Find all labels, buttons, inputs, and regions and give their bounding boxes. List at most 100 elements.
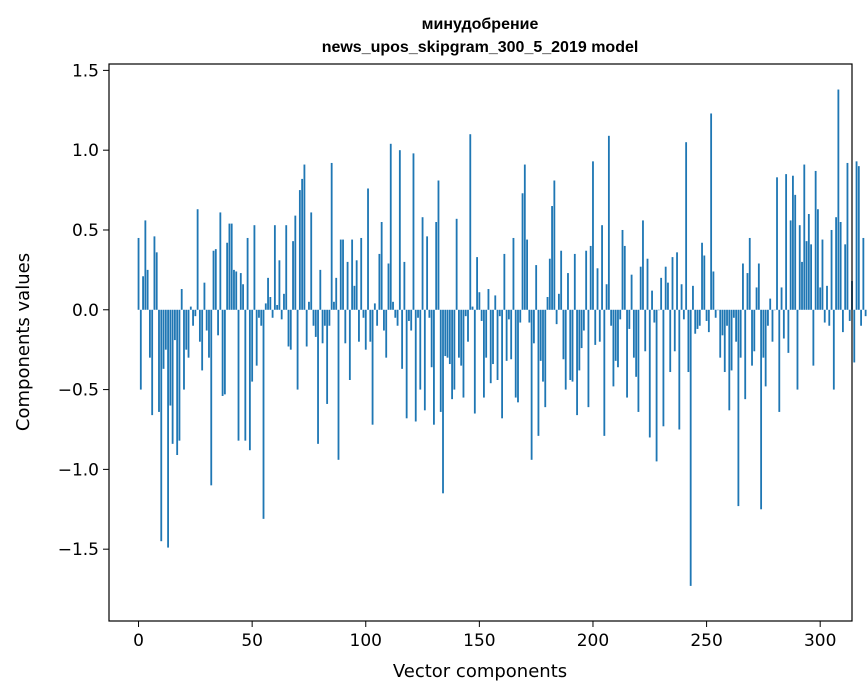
- bar-139: [453, 309, 456, 390]
- bar-260: [728, 309, 731, 411]
- bar-257: [721, 309, 724, 336]
- y-tick-label: 0.5: [72, 221, 99, 241]
- bar-104: [373, 303, 376, 310]
- bar-318: [860, 309, 862, 326]
- bar-0: [137, 237, 140, 310]
- bar-150: [478, 292, 481, 310]
- bar-320: [864, 309, 867, 317]
- bar-203: [598, 309, 601, 342]
- bar-72: [301, 178, 304, 310]
- bar-45: [239, 273, 242, 310]
- bar-7: [153, 236, 156, 310]
- bar-303: [826, 285, 828, 310]
- bar-73: [303, 164, 306, 310]
- bar-221: [639, 266, 642, 310]
- x-tick-label: 50: [241, 631, 263, 651]
- bar-109: [385, 309, 388, 358]
- y-tick-label: −0.5: [58, 381, 99, 401]
- bar-57: [267, 277, 269, 310]
- bar-310: [842, 309, 844, 333]
- bar-187: [562, 309, 565, 360]
- bar-41: [230, 223, 233, 310]
- bar-196: [582, 309, 585, 331]
- bar-38: [223, 309, 226, 395]
- bar-244: [692, 285, 694, 310]
- bars-group: [137, 89, 867, 586]
- bar-100: [364, 309, 367, 350]
- bar-259: [726, 309, 728, 326]
- bar-177: [539, 309, 542, 361]
- bar-142: [460, 309, 463, 366]
- bar-217: [630, 274, 633, 310]
- bar-22: [187, 309, 190, 358]
- bar-156: [492, 309, 494, 365]
- bar-10: [160, 309, 163, 542]
- bar-29: [203, 282, 206, 310]
- bar-98: [360, 237, 363, 310]
- bar-67: [289, 309, 292, 350]
- bar-234: [669, 309, 672, 373]
- bar-69: [294, 215, 297, 310]
- bar-272: [755, 287, 758, 310]
- bar-161: [503, 253, 506, 310]
- bar-119: [408, 309, 410, 321]
- bar-63: [280, 309, 283, 320]
- bar-80: [319, 269, 322, 310]
- bar-47: [244, 309, 247, 441]
- bar-247: [698, 309, 701, 326]
- bar-277: [767, 309, 769, 326]
- bar-238: [678, 309, 681, 430]
- bar-281: [776, 177, 778, 310]
- bar-285: [785, 174, 788, 310]
- bar-40: [228, 223, 231, 310]
- bar-248: [701, 242, 703, 310]
- bar-309: [839, 222, 842, 310]
- bar-15: [171, 309, 174, 444]
- bar-270: [751, 309, 753, 366]
- bar-173: [530, 309, 533, 460]
- bar-240: [682, 309, 685, 320]
- bar-8: [155, 252, 158, 310]
- bar-76: [310, 212, 313, 310]
- bar-115: [398, 150, 401, 310]
- bar-211: [617, 309, 619, 368]
- bar-83: [326, 309, 329, 404]
- bar-43: [235, 271, 238, 310]
- bar-90: [342, 239, 344, 310]
- bar-20: [183, 309, 185, 390]
- bar-77: [312, 309, 315, 326]
- bar-256: [719, 309, 722, 358]
- bar-152: [483, 309, 485, 398]
- bar-6: [151, 309, 154, 416]
- bar-225: [648, 309, 651, 438]
- bar-105: [376, 309, 379, 326]
- bar-114: [396, 309, 399, 326]
- bar-251: [707, 309, 710, 333]
- bar-106: [378, 253, 381, 310]
- bar-4: [146, 269, 149, 310]
- bar-35: [217, 309, 219, 336]
- bar-208: [610, 309, 613, 326]
- bar-33: [212, 250, 215, 310]
- bar-284: [782, 309, 785, 339]
- bar-65: [285, 225, 288, 310]
- bar-289: [794, 194, 797, 310]
- bar-121: [412, 153, 415, 310]
- bar-226: [651, 290, 653, 310]
- bar-171: [526, 239, 528, 310]
- bar-232: [664, 266, 667, 310]
- bar-37: [221, 309, 224, 396]
- bar-42: [233, 269, 235, 310]
- bar-18: [178, 309, 181, 441]
- bar-146: [469, 134, 472, 310]
- bar-165: [512, 237, 515, 310]
- bar-144: [464, 309, 467, 317]
- bar-230: [660, 277, 663, 310]
- bar-267: [744, 309, 747, 400]
- plot-frame: [108, 63, 853, 622]
- bar-174: [532, 309, 535, 344]
- bar-219: [635, 309, 638, 377]
- bar-183: [553, 180, 556, 310]
- bar-189: [567, 273, 569, 310]
- bar-315: [853, 309, 856, 363]
